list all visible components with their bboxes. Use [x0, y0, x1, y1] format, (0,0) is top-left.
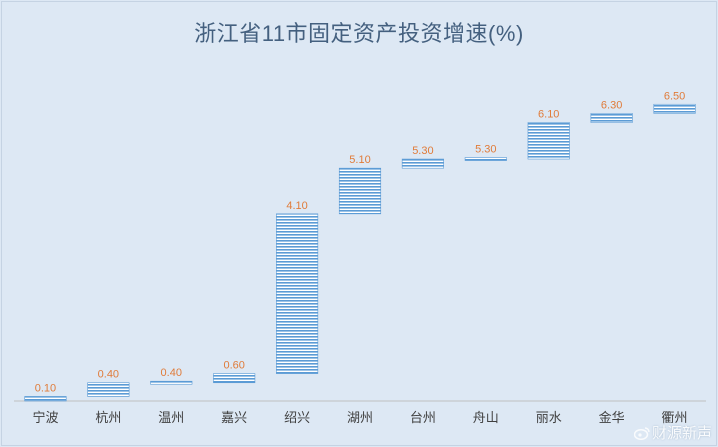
bar-6 [401, 158, 444, 169]
value-label-4: 4.10 [286, 200, 307, 212]
bar-10 [653, 103, 696, 114]
x-tick-label-10: 衢州 [662, 411, 688, 426]
value-label-10: 6.50 [664, 90, 685, 102]
bar-1 [87, 382, 130, 397]
value-label-6: 5.30 [412, 145, 433, 157]
bar-5 [338, 167, 382, 215]
x-tick-label-8: 丽水 [536, 411, 562, 426]
x-tick-label-5: 湖州 [347, 411, 373, 426]
x-tick-label-4: 绍兴 [284, 411, 310, 426]
x-tick-label-9: 金华 [599, 410, 625, 426]
value-label-7: 5.30 [475, 144, 496, 156]
watermark-text: 财源新声 [651, 425, 712, 442]
bar-3 [213, 373, 256, 384]
value-label-1: 0.40 [98, 369, 119, 381]
value-label-0: 0.10 [35, 382, 56, 394]
x-tick-label-0: 宁波 [32, 410, 58, 426]
bar-8 [527, 122, 570, 160]
bar-4 [276, 213, 319, 374]
x-tick-label-3: 嘉兴 [221, 411, 247, 426]
value-label-8: 6.10 [538, 109, 559, 121]
x-tick-label-6: 台州 [410, 411, 436, 426]
x-tick-label-7: 舟山 [473, 411, 499, 426]
value-label-3: 0.60 [223, 360, 244, 372]
watermark: 财源新声 [633, 422, 712, 443]
weibo-icon [633, 427, 650, 440]
value-label-9: 6.30 [601, 99, 622, 111]
value-label-5: 5.10 [349, 154, 370, 166]
x-tick-label-2: 温州 [158, 411, 184, 426]
bar-0 [24, 396, 67, 402]
chart-title: 浙江省11市固定资产投资增速(%) [194, 21, 524, 46]
bar-9 [590, 113, 633, 123]
bar-2 [150, 380, 193, 385]
value-label-2: 0.40 [161, 367, 182, 379]
x-tick-label-1: 杭州 [95, 411, 121, 426]
bar-7 [464, 157, 507, 161]
